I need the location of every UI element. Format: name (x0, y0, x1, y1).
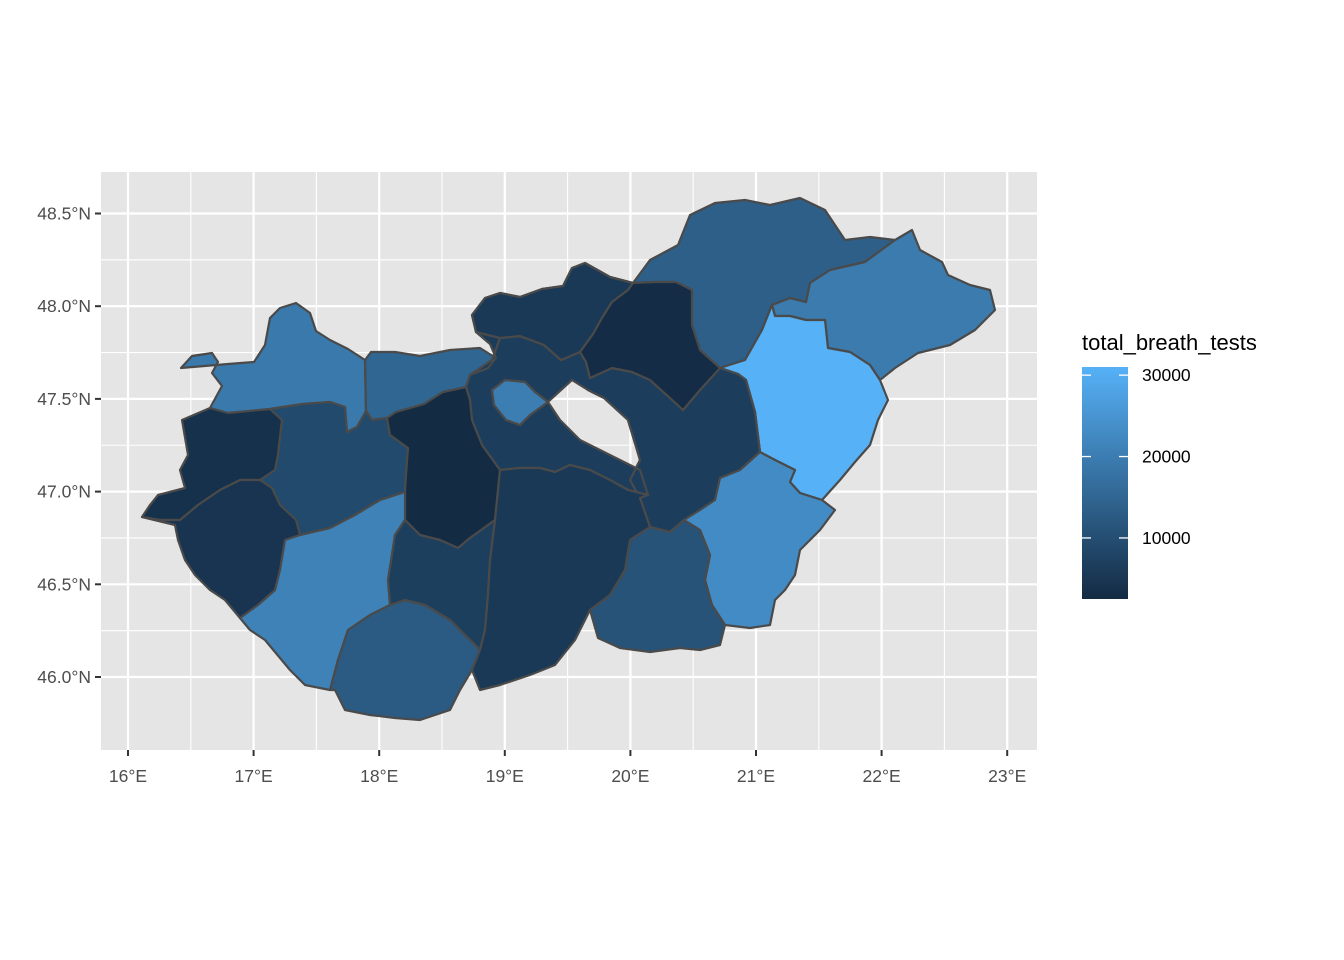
x-tick-label: 16°E (109, 766, 147, 786)
legend-colorbar (1082, 367, 1128, 599)
county-bekes (682, 450, 837, 630)
legend-tick-label: 30000 (1142, 365, 1191, 385)
county-csongrad (588, 518, 727, 654)
x-tick-label: 22°E (863, 766, 901, 786)
legend-tick-label: 10000 (1142, 528, 1191, 548)
legend-tick-label: 20000 (1142, 447, 1191, 467)
y-tick-label: 47.5°N (37, 389, 91, 409)
y-tick-label: 47.0°N (37, 482, 91, 502)
x-axis: 16°E 17°E 18°E 19°E 20°E 21°E 22°E 23°E (109, 750, 1026, 786)
legend: total_breath_tests 10000 20000 30000 (1082, 330, 1257, 599)
y-tick-label: 46.0°N (37, 667, 91, 687)
y-axis: 46.0°N 46.5°N 47.0°N 47.5°N 48.0°N 48.5°N (37, 204, 101, 687)
x-tick-label: 17°E (235, 766, 273, 786)
x-tick-label: 21°E (737, 766, 775, 786)
x-tick-label: 23°E (988, 766, 1026, 786)
county-heves (578, 280, 722, 412)
legend-title: total_breath_tests (1082, 330, 1257, 355)
counties (140, 196, 997, 722)
y-tick-label: 48.0°N (37, 296, 91, 316)
county-budapest-top (490, 378, 550, 427)
x-tick-label: 20°E (611, 766, 649, 786)
x-tick-label: 19°E (486, 766, 524, 786)
x-tick-label: 18°E (360, 766, 398, 786)
y-tick-label: 46.5°N (37, 574, 91, 594)
county-nograd (470, 261, 635, 362)
y-tick-label: 48.5°N (37, 204, 91, 224)
